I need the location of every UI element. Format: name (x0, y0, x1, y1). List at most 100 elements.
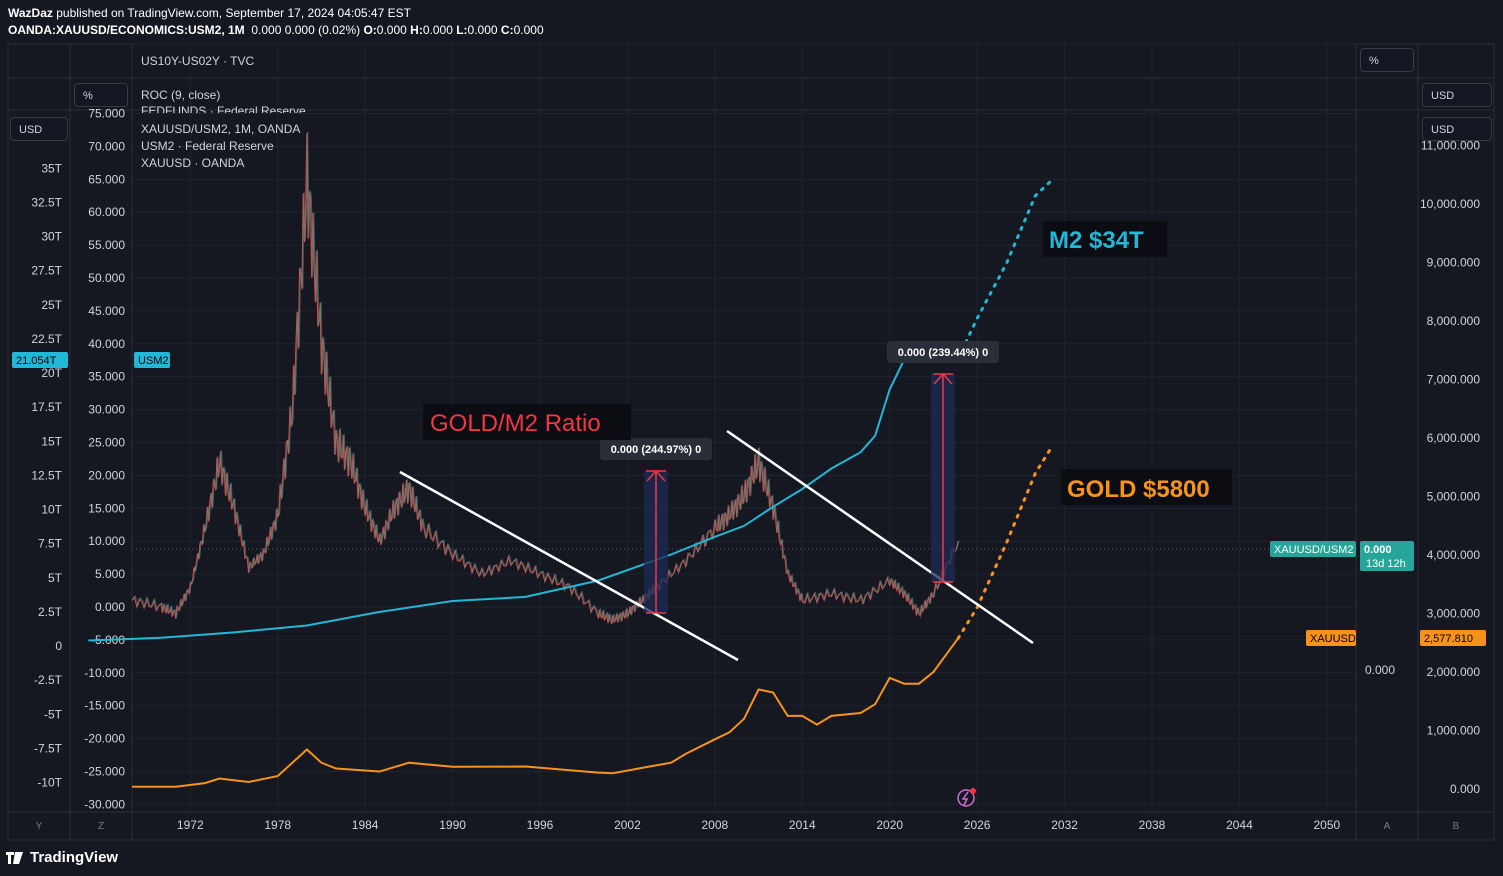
trendline-2 (726, 429, 1034, 645)
percent-scale-button-left[interactable]: % (74, 83, 128, 107)
gold-axis-tick: 5,000.000 (1427, 490, 1481, 504)
ratio-value-tag: 0.000 (1364, 544, 1392, 556)
m2-axis-tick: 27.5T (31, 264, 62, 278)
gold-axis-tick: 1,000.000 (1427, 724, 1481, 738)
gold-series-line (132, 637, 960, 788)
x-tick-label: 2050 (1314, 818, 1341, 832)
ratio-series-line-down (131, 132, 959, 625)
ratio-axis-tick: -20.000 (84, 732, 125, 746)
h-label: H: (410, 23, 423, 37)
c-label: C: (500, 23, 514, 37)
ratio-axis-tick: 0.000 (95, 600, 125, 614)
symbol-line: OANDA:XAUUSD/ECONOMICS:USM2, 1M 0.000 0.… (8, 23, 544, 37)
usd-scale-button-right-1[interactable]: USD (1422, 83, 1492, 107)
publish-line: WazDaz published on TradingView.com, Sep… (8, 6, 411, 20)
gold-series-legend: XAUUSD · OANDA (141, 156, 244, 170)
m2-axis-tick: 25T (41, 298, 62, 312)
usd-scale-button-right-2[interactable]: USD (1422, 117, 1492, 141)
ratio-axis-tick: -10.000 (84, 666, 125, 680)
ratio-series-line-up (132, 131, 960, 624)
ratio-axis-tick: 25.000 (88, 436, 125, 450)
m2-axis-tick: 17.5T (31, 400, 62, 414)
measure-1-label-box (600, 438, 712, 460)
gold-name-tag: XAUUSD (1310, 633, 1356, 645)
main-series-legend: XAUUSD/USM2, 1M, OANDA (141, 122, 300, 136)
gold-axis-tick: 8,000.000 (1427, 314, 1481, 328)
gold-axis-tick: 7,000.000 (1427, 373, 1481, 387)
publish-info: published on TradingView.com, September … (56, 6, 411, 20)
top-indicator-legend: US10Y-US02Y · TVC (141, 54, 255, 68)
gold-axis-tick: 10,000.000 (1420, 197, 1480, 211)
m2-name-tag: USM2 (138, 355, 169, 367)
l-label: L: (456, 23, 468, 37)
measure-2-label: 0.000 (239.44%) 0 (898, 347, 989, 359)
m2-projection-line (956, 180, 1052, 361)
m2-axis-tick: 5T (48, 571, 63, 585)
ratio-axis-tick: 20.000 (88, 468, 125, 482)
m2-axis-tick: 10T (41, 503, 62, 517)
ratio-axis-tick: 35.000 (88, 370, 125, 384)
m2-axis-tick: -7.5T (34, 741, 63, 755)
h-value: 0.000 (422, 23, 453, 37)
m2-axis-tick: 12.5T (31, 468, 62, 482)
ratio-axis-tick: 65.000 (88, 172, 125, 186)
x-tick-label: 2002 (614, 818, 641, 832)
gold-axis-tick: 6,000.000 (1427, 431, 1481, 445)
gold-axis-tick: 0.000 (1450, 782, 1480, 796)
ratio-axis-tick: 5.000 (95, 567, 125, 581)
gold-projection-line (956, 448, 1052, 640)
scale-b-label: B (1453, 821, 1460, 832)
gold-value-tag-bg (1420, 630, 1486, 646)
ratio-name-tag-bg (1270, 541, 1356, 557)
tradingview-logo[interactable]: TradingView (6, 849, 118, 866)
scale-z-label: Z (98, 821, 104, 832)
x-tick-label: 2026 (964, 818, 991, 832)
gold-target-annotation: GOLD $5800 (1067, 476, 1210, 503)
ratio-axis-tick: 45.000 (88, 304, 125, 318)
x-tick-label: 1978 (264, 818, 291, 832)
tradingview-logo-icon (6, 851, 23, 864)
x-tick-label: 1972 (177, 818, 204, 832)
m2-name-tag-bg (134, 352, 170, 368)
m2-target-annotation: M2 $34T (1049, 227, 1144, 254)
gold-axis-tick: 9,000.000 (1427, 256, 1481, 270)
x-tick-label: 2032 (1051, 818, 1078, 832)
measure-2-label-box (887, 341, 999, 363)
usd-scale-button-left[interactable]: USD (10, 117, 68, 141)
m2-series-line (88, 348, 959, 642)
ratio-value-tag-bg (1360, 541, 1414, 571)
measure-1-label: 0.000 (244.97%) 0 (611, 444, 702, 456)
gold-axis-tick: 4,000.000 (1427, 548, 1481, 562)
m2-axis-tick: 0 (55, 639, 62, 653)
gold-value-tag: 2,577.810 (1424, 633, 1473, 645)
ratio-axis-tick: 60.000 (88, 205, 125, 219)
gold-target-box (1061, 469, 1232, 505)
x-tick-label: 2020 (876, 818, 903, 832)
x-tick-label: 2038 (1139, 818, 1166, 832)
m2-axis-tick: -10T (37, 776, 62, 790)
x-tick-label: 2008 (702, 818, 729, 832)
plot-area (132, 44, 1356, 812)
ratio-axis-tick: 10.000 (88, 534, 125, 548)
m2-value-tag-bg (12, 352, 68, 368)
m2-axis-tick: 22.5T (31, 332, 62, 346)
o-label: O: (363, 23, 377, 37)
zero-axis-label: 0.000 (1365, 663, 1395, 677)
m2-axis-tick: 20T (41, 366, 62, 380)
percent-scale-button-top[interactable]: % (1360, 48, 1414, 72)
ratio-title-box (423, 404, 631, 440)
brand-text: TradingView (30, 849, 119, 866)
auto-scale-y-label: Y (36, 821, 43, 832)
o-value: 0.000 (376, 23, 407, 37)
events-dot-icon (970, 788, 976, 794)
m2-series-legend: USM2 · Federal Reserve (141, 139, 274, 153)
m2-axis-tick: -5T (44, 707, 63, 721)
ratio-title-annotation: GOLD/M2 Ratio (430, 410, 601, 437)
ratio-countdown-tag: 13d 12h (1366, 558, 1406, 570)
ratio-axis-tick: 75.000 (88, 107, 125, 121)
ratio-axis-tick: 70.000 (88, 139, 125, 153)
symbol-name: OANDA:XAUUSD/ECONOMICS:USM2, 1M (8, 23, 245, 37)
ratio-axis-tick: 15.000 (88, 501, 125, 515)
author-name: WazDaz (8, 6, 53, 20)
